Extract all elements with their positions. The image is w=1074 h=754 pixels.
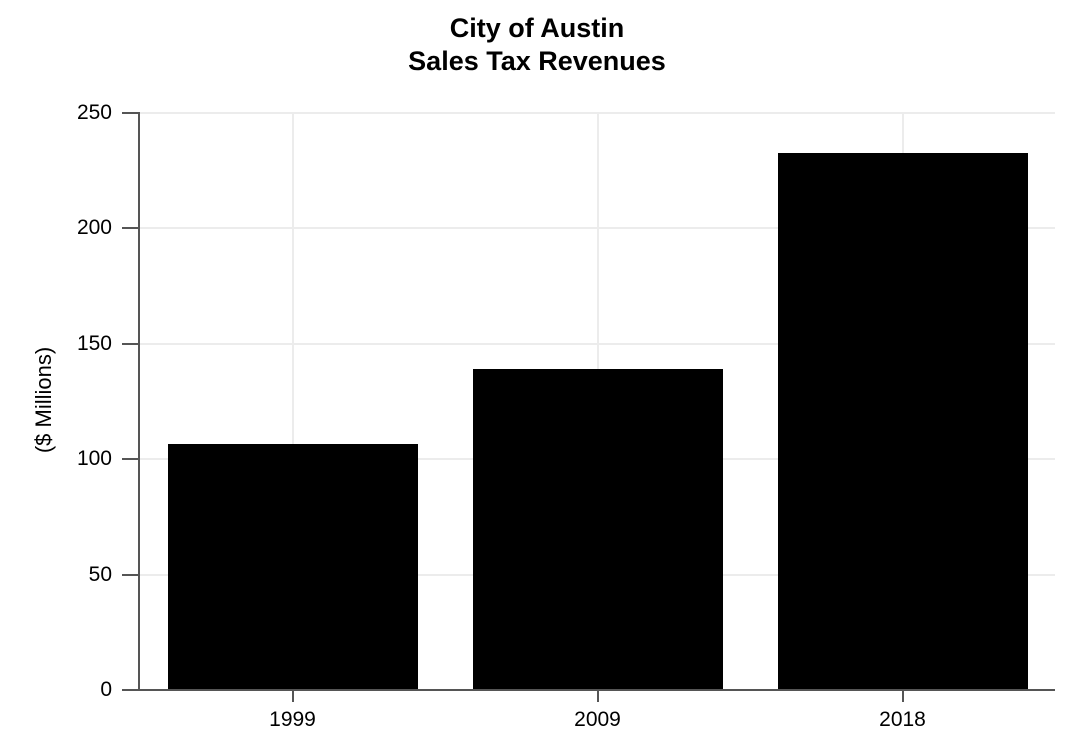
y-tick-50 (122, 573, 138, 576)
h-gridline-150 (140, 342, 1055, 345)
h-gridline-200 (140, 227, 1055, 230)
bar-2009 (472, 369, 723, 690)
bar-1999 (167, 444, 418, 690)
y-tick-label-50: 50 (88, 562, 112, 586)
y-tick-100 (122, 458, 138, 461)
x-tick-label-2009: 2009 (574, 708, 621, 731)
y-tick-250 (122, 112, 138, 114)
x-tick-label-2018: 2018 (879, 708, 926, 731)
chart-subtitle: Sales Tax Revenues (408, 46, 666, 76)
x-axis-line (138, 689, 1055, 691)
y-tick-label-0: 0 (100, 678, 112, 701)
x-tick-2009 (596, 691, 599, 702)
x-tick-2018 (901, 691, 904, 702)
y-axis-title: ($ Millions) (31, 346, 56, 454)
x-tick-1999 (291, 691, 294, 702)
x-tick-label-1999: 1999 (269, 708, 316, 731)
chart-title: City of Austin (449, 13, 625, 43)
bar-2018 (777, 152, 1028, 690)
y-axis-line (138, 112, 140, 691)
y-tick-150 (122, 342, 138, 345)
y-tick-0 (122, 689, 138, 691)
y-tick-label-100: 100 (76, 447, 112, 471)
y-tick-label-150: 150 (76, 331, 112, 355)
y-tick-label-200: 200 (76, 216, 112, 240)
chart-title-block: City of Austin Sales Tax Revenues (0, 12, 1074, 78)
h-gridline-250 (140, 112, 1055, 114)
v-gridline-1999 (291, 113, 294, 690)
y-tick-200 (122, 227, 138, 230)
y-tick-label-250: 250 (76, 101, 112, 124)
